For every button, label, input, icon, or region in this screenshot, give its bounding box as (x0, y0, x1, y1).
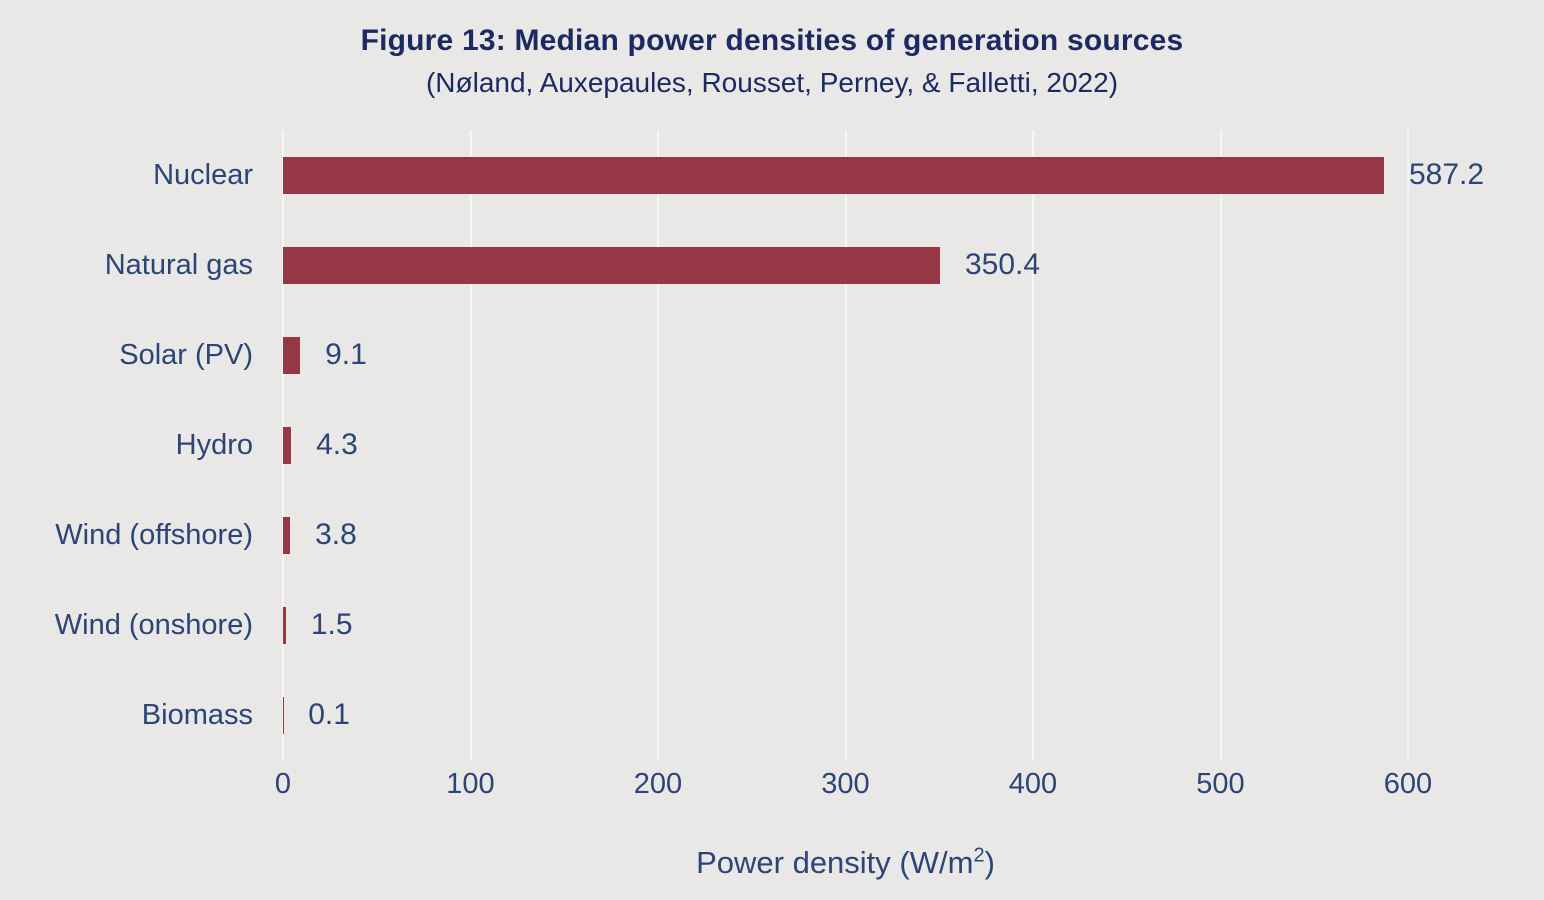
value-label: 4.3 (316, 428, 358, 461)
category-label: Natural gas (104, 248, 253, 281)
category-label: Wind (onshore) (54, 608, 253, 641)
category-label: Wind (offshore) (55, 518, 253, 551)
bar-row: 587.2 (283, 130, 1544, 220)
bar (283, 606, 286, 644)
value-label: 9.1 (325, 338, 367, 371)
x-axis-label-suffix: ) (984, 845, 995, 880)
bar-row: 0.1 (283, 670, 1544, 760)
chart-subtitle: (Nøland, Auxepaules, Rousset, Perney, & … (425, 67, 1119, 98)
category-label: Biomass (141, 698, 253, 731)
value-label: 0.1 (308, 698, 350, 731)
x-tick-400: 400 (1008, 768, 1058, 800)
bar (283, 246, 940, 284)
bar-row: 9.1 (283, 310, 1544, 400)
bar-row: 3.8 (283, 490, 1544, 580)
plot-area: 587.2 350.4 9.1 4.3 3.8 1.5 0.1 (282, 130, 1544, 760)
x-tick-200: 200 (633, 768, 683, 800)
x-tick-100: 100 (446, 768, 495, 800)
value-label: 1.5 (310, 608, 353, 641)
x-axis: 0 100 200 300 400 500 600 (275, 768, 1544, 808)
value-label: 3.8 (315, 518, 357, 551)
category-labels-column: Nuclear Natural gas Solar (PV) Hydro Wind (o… (0, 130, 283, 760)
x-axis-label-superscript: 2 (973, 844, 985, 867)
bar (283, 156, 1384, 194)
x-tick-0: 0 (274, 768, 292, 800)
bar-chart: Nuclear Natural gas Solar (PV) Hydro Wind (o… (0, 130, 1544, 760)
x-tick-500: 500 (1196, 768, 1245, 800)
value-label: 350.4 (965, 248, 1041, 281)
category-label: Solar (PV) (119, 338, 253, 371)
bar-rows: 587.2 350.4 9.1 4.3 3.8 1.5 0.1 (283, 130, 1544, 760)
category-label: Nuclear (153, 158, 253, 191)
x-axis-label: Power density (W/m2) (283, 845, 1408, 881)
x-tick-600: 600 (1383, 768, 1433, 800)
x-axis-label-text: Power density (W/m (696, 845, 974, 880)
x-tick-300: 300 (821, 768, 870, 800)
chart-title: Figure 13: Median power densities of gen… (360, 24, 1184, 57)
chart-header: Figure 13: Median power densities of gen… (0, 0, 1544, 99)
bar (283, 426, 292, 464)
bar-row: 350.4 (283, 220, 1544, 310)
bar (283, 336, 301, 374)
value-label: 587.2 (1409, 158, 1485, 191)
bar-row: 4.3 (283, 400, 1544, 490)
bar-row: 1.5 (283, 580, 1544, 670)
category-label: Hydro (175, 428, 253, 461)
bar (283, 516, 291, 554)
